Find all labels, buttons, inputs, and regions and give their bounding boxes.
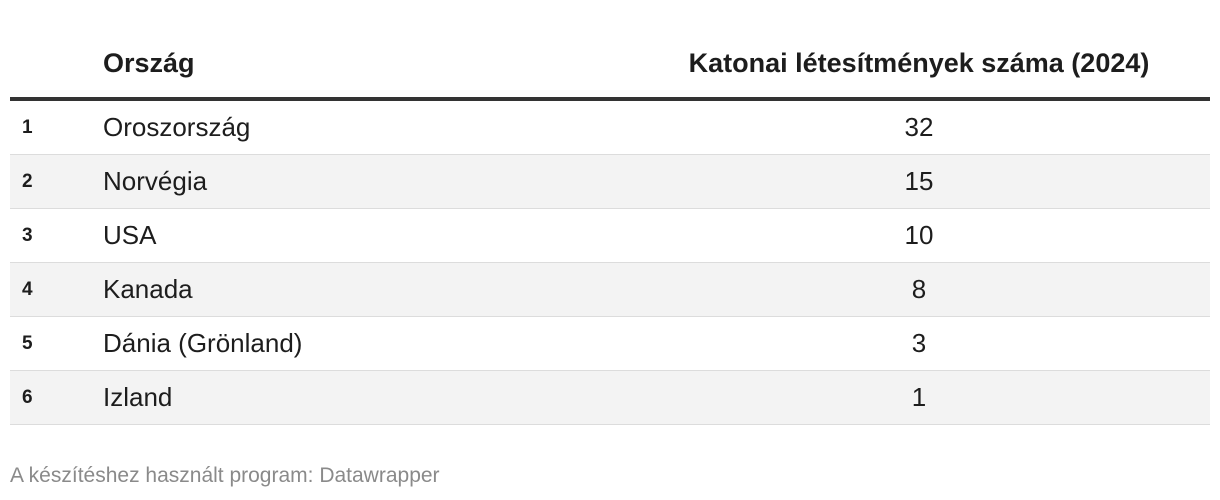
count-cell: 10: [904, 220, 934, 250]
rank-cell: 2: [22, 171, 33, 192]
table-row: 1 Oroszország 32: [10, 101, 1210, 155]
header-rule: [10, 97, 1210, 101]
count-cell: 3: [911, 328, 927, 358]
country-cell: Norvégia: [103, 166, 208, 196]
table-row: 3 USA 10: [10, 209, 1210, 263]
table-row: 5 Dánia (Grönland) 3: [10, 317, 1210, 371]
rank-cell: 6: [22, 387, 33, 408]
count-cell: 8: [911, 274, 927, 304]
column-header: Katonai létesítmények száma (2024): [688, 48, 1150, 78]
country-cell: Izland: [103, 382, 173, 412]
footer: A készítéshez használt program: Datawrap…: [10, 464, 440, 487]
table-row: 2 Norvégia 15: [10, 155, 1210, 209]
count-cell: 32: [904, 112, 934, 142]
column-header: Ország: [103, 48, 195, 78]
rank-cell: 4: [22, 279, 33, 300]
country-cell: Oroszország: [103, 112, 251, 142]
table-row: 6 Izland 1: [10, 371, 1210, 425]
rank-cell: 5: [22, 333, 33, 354]
rank-cell: 1: [22, 117, 33, 138]
table-row: 4 Kanada 8: [10, 263, 1210, 317]
country-cell: USA: [103, 220, 157, 250]
country-cell: Dánia (Grönland): [103, 328, 303, 358]
count-cell: 1: [911, 382, 927, 412]
rank-cell: 3: [22, 225, 33, 246]
country-cell: Kanada: [103, 274, 193, 304]
count-cell: 15: [904, 166, 934, 196]
